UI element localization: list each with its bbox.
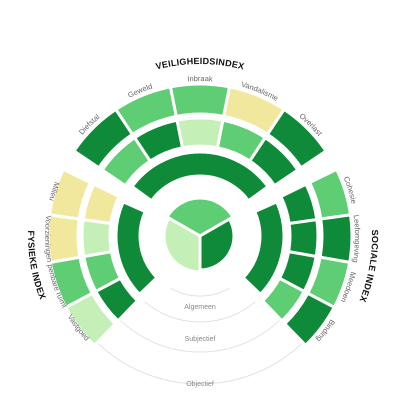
ring-label-algemeen: Algemeen bbox=[184, 304, 216, 311]
ring-guide-lines bbox=[96, 287, 304, 385]
veiligheid-subjectief-segment-4 bbox=[247, 135, 300, 188]
ring-guide-objectief bbox=[96, 342, 304, 385]
veiligheid-algemeen-segment bbox=[129, 150, 271, 203]
index-segments bbox=[46, 82, 354, 348]
sociaal-objectief-segment-1 bbox=[318, 213, 354, 265]
veiligheid-group-title: VEILIGHEIDSINDEX bbox=[155, 56, 246, 72]
sociaal-subjectief-segment-3 bbox=[260, 276, 307, 324]
fysiek-subjectief-segment-2 bbox=[80, 217, 114, 259]
sociaal-algemeen-segment bbox=[241, 199, 286, 297]
center-segment-fysiek bbox=[162, 215, 202, 274]
fysiek-subjectief-segment-3 bbox=[81, 182, 122, 226]
ring-guide-subjectief bbox=[119, 319, 281, 353]
center-segment-sociaal bbox=[198, 216, 236, 272]
ring-guide-center bbox=[169, 287, 231, 297]
center-indicator bbox=[162, 196, 236, 274]
sociaal-category-label-1: Leefomgeving bbox=[351, 214, 362, 263]
ring-label-subjectief: Subjectief bbox=[185, 336, 216, 343]
veiligheid-objectief-segment-2 bbox=[168, 82, 232, 119]
sociaal-objectief-segment-3 bbox=[282, 291, 337, 348]
veiligheid-objectief-segment-4 bbox=[265, 107, 329, 170]
ring-labels: Algemeen Subjectief Objectief bbox=[184, 304, 216, 388]
veiligheid-category-label-2: Inbraak bbox=[187, 74, 213, 84]
ring-label-objectief: Objectief bbox=[186, 381, 214, 388]
fysiek-algemeen-segment bbox=[114, 199, 159, 297]
fysiek-category-label-2: Voorzieningen bbox=[43, 215, 54, 263]
ring-guide-algemeen bbox=[144, 301, 256, 323]
fysiek-objectief-segment-3 bbox=[47, 167, 93, 221]
veiligheid-subjectief-segment-2 bbox=[175, 116, 225, 150]
